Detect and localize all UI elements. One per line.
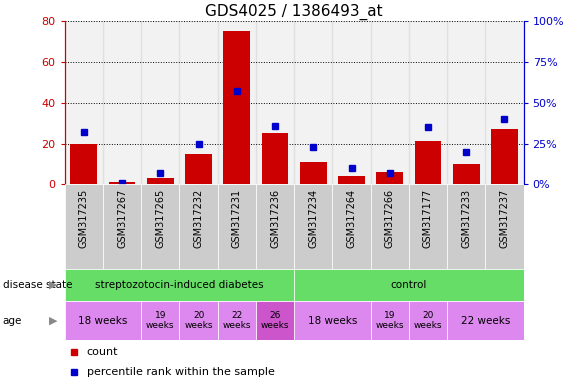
Bar xyxy=(370,301,409,340)
Bar xyxy=(300,162,327,184)
Bar xyxy=(70,144,97,184)
Bar xyxy=(65,301,141,340)
Title: GDS4025 / 1386493_at: GDS4025 / 1386493_at xyxy=(205,3,383,20)
Bar xyxy=(447,301,524,340)
Text: 26
weeks: 26 weeks xyxy=(261,311,289,330)
Bar xyxy=(180,21,218,184)
Text: ▶: ▶ xyxy=(49,316,58,326)
Bar xyxy=(180,184,218,269)
Bar xyxy=(109,182,136,184)
Bar xyxy=(180,301,218,340)
Bar xyxy=(256,184,294,269)
Bar xyxy=(409,301,447,340)
Bar xyxy=(409,21,447,184)
Bar xyxy=(414,141,441,184)
Text: GSM317265: GSM317265 xyxy=(155,189,166,248)
Bar xyxy=(370,21,409,184)
Bar xyxy=(338,176,365,184)
Bar xyxy=(224,31,250,184)
Bar xyxy=(332,21,370,184)
Text: age: age xyxy=(3,316,22,326)
Text: GSM317231: GSM317231 xyxy=(232,189,242,248)
Bar xyxy=(447,21,485,184)
Text: GSM317236: GSM317236 xyxy=(270,189,280,248)
Bar xyxy=(141,21,180,184)
Bar xyxy=(491,129,518,184)
Bar xyxy=(485,184,524,269)
Bar xyxy=(218,21,256,184)
Bar xyxy=(65,184,103,269)
Bar xyxy=(453,164,480,184)
Bar xyxy=(256,21,294,184)
Text: 18 weeks: 18 weeks xyxy=(308,316,357,326)
Bar xyxy=(294,184,332,269)
Text: GSM317232: GSM317232 xyxy=(194,189,204,248)
Bar xyxy=(409,184,447,269)
Bar xyxy=(447,184,485,269)
Bar xyxy=(141,301,180,340)
Text: GSM317233: GSM317233 xyxy=(461,189,471,248)
Text: disease state: disease state xyxy=(3,280,72,290)
Bar xyxy=(256,301,294,340)
Text: GSM317267: GSM317267 xyxy=(117,189,127,248)
Text: 22
weeks: 22 weeks xyxy=(222,311,251,330)
Bar xyxy=(218,301,256,340)
Bar xyxy=(65,21,103,184)
Bar xyxy=(294,301,370,340)
Text: 19
weeks: 19 weeks xyxy=(146,311,175,330)
Bar xyxy=(141,184,180,269)
Bar xyxy=(218,184,256,269)
Text: GSM317264: GSM317264 xyxy=(346,189,356,248)
Text: 20
weeks: 20 weeks xyxy=(414,311,443,330)
Text: count: count xyxy=(87,347,118,357)
Text: streptozotocin-induced diabetes: streptozotocin-induced diabetes xyxy=(95,280,264,290)
Text: 22 weeks: 22 weeks xyxy=(461,316,510,326)
Text: ▶: ▶ xyxy=(49,280,58,290)
Text: percentile rank within the sample: percentile rank within the sample xyxy=(87,367,275,377)
Bar xyxy=(294,269,524,301)
Bar xyxy=(103,184,141,269)
Bar xyxy=(370,184,409,269)
Text: GSM317237: GSM317237 xyxy=(499,189,510,248)
Bar xyxy=(103,21,141,184)
Bar xyxy=(485,21,524,184)
Text: GSM317234: GSM317234 xyxy=(309,189,318,248)
Text: 18 weeks: 18 weeks xyxy=(78,316,128,326)
Bar xyxy=(147,178,174,184)
Text: GSM317266: GSM317266 xyxy=(385,189,395,248)
Bar xyxy=(377,172,403,184)
Bar xyxy=(65,269,294,301)
Bar xyxy=(185,154,212,184)
Text: GSM317177: GSM317177 xyxy=(423,189,433,248)
Text: control: control xyxy=(391,280,427,290)
Text: 19
weeks: 19 weeks xyxy=(376,311,404,330)
Bar xyxy=(332,184,370,269)
Bar xyxy=(294,21,332,184)
Text: 20
weeks: 20 weeks xyxy=(184,311,213,330)
Text: GSM317235: GSM317235 xyxy=(79,189,89,248)
Bar xyxy=(262,133,288,184)
